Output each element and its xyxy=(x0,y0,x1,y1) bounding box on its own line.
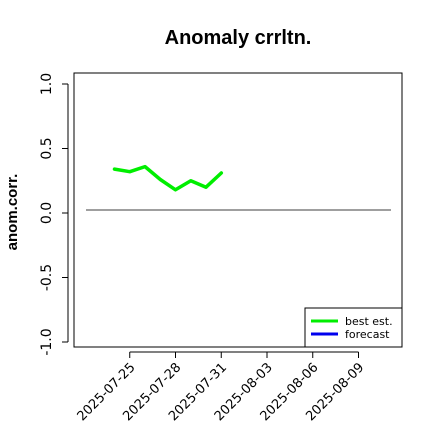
series-layer xyxy=(112,164,224,192)
legend: best est. forecast xyxy=(304,307,403,348)
chart-title: Anomaly crrltn. xyxy=(165,27,312,49)
y-tick-label: 0.0 xyxy=(39,202,55,224)
x-axis: 2025-07-252025-07-282025-07-312025-08-03… xyxy=(75,351,367,424)
y-tick-label: -0.5 xyxy=(39,264,55,291)
plot-frame xyxy=(73,72,403,348)
y-axis-label: anom.corr. xyxy=(4,174,21,251)
y-axis: -1.0 -0.5 0.0 0.5 1.0 xyxy=(39,73,69,356)
y-tick-label: -1.0 xyxy=(39,328,55,355)
y-tick-label: 0.5 xyxy=(39,137,55,159)
legend-label-best-est: best est. xyxy=(345,315,393,328)
legend-label-forecast: forecast xyxy=(345,328,390,341)
series-line-best-est xyxy=(112,164,224,192)
y-tick-label: 1.0 xyxy=(39,73,55,95)
legend-box xyxy=(304,307,403,348)
